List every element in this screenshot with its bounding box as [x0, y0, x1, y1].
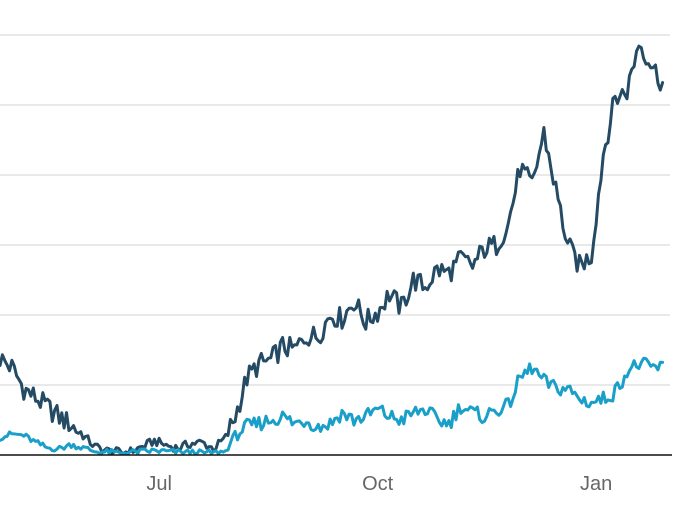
series-lines	[0, 44, 665, 456]
x-tick-label-oct: Oct	[362, 473, 394, 495]
x-axis-ticks: Jul Oct Jan	[146, 473, 612, 495]
series-line-1	[0, 356, 665, 456]
x-tick-label-jul: Jul	[146, 473, 172, 495]
gridlines	[0, 34, 670, 386]
x-tick-label-jan: Jan	[580, 473, 612, 495]
series-line-0	[0, 44, 665, 456]
